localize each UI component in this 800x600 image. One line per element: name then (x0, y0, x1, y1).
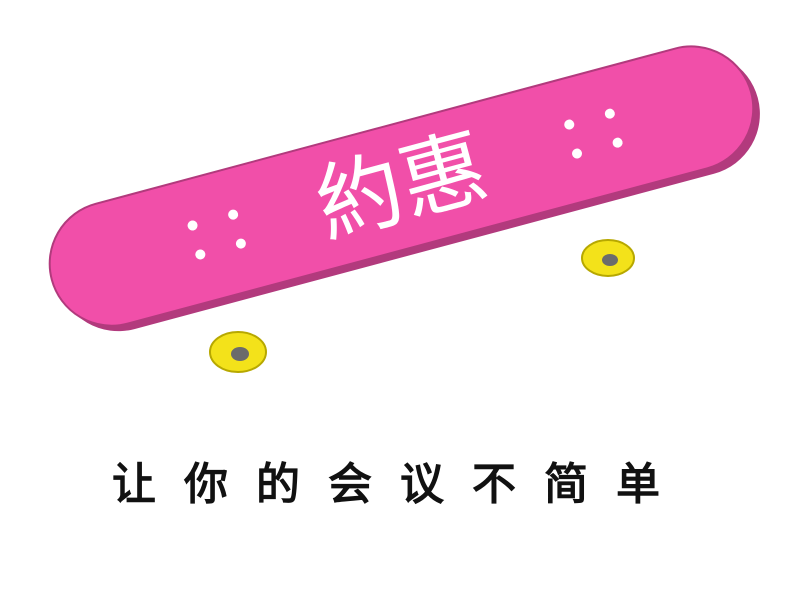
bolt-holes-rear (187, 209, 246, 260)
skateboard-icon: 約惠 (48, 45, 760, 332)
wheel-front (581, 239, 635, 277)
tagline: 让你的会议不简单 (112, 459, 688, 510)
deck-top (48, 45, 755, 327)
wheel-rear (209, 331, 267, 373)
bolt-holes-front (564, 108, 623, 159)
